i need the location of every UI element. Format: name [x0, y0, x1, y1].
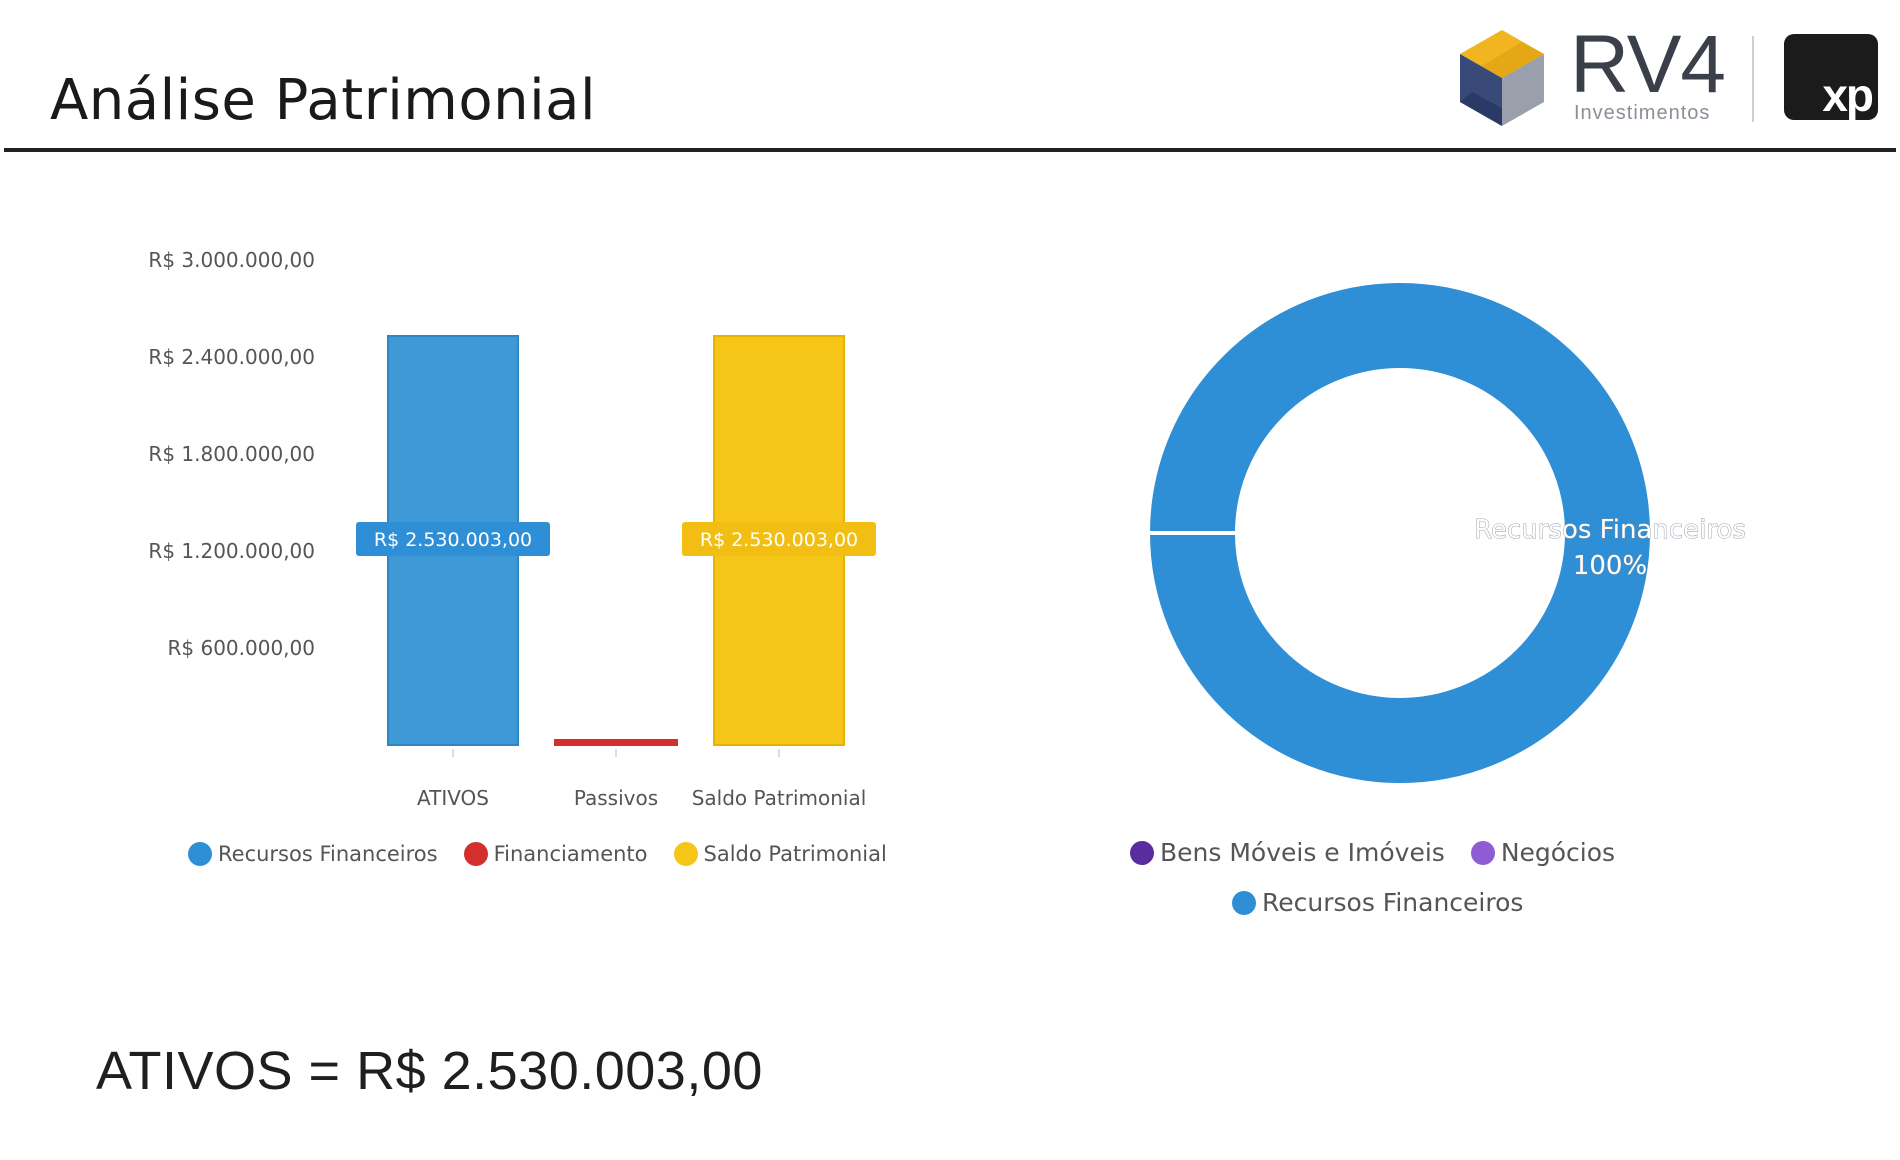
legend-label: Negócios	[1500, 838, 1616, 867]
legend-item[interactable]: Recursos Financeiros	[1232, 888, 1523, 917]
legend-dot-icon	[1130, 840, 1154, 865]
data-label: R$ 2.530.003,00	[700, 529, 858, 551]
assets-summary: ATIVOS = R$ 2.530.003,00	[96, 1041, 763, 1101]
logo-divider	[1752, 36, 1754, 122]
y-tick-label: R$ 3.000.000,00	[148, 248, 315, 272]
data-label-box	[682, 522, 876, 556]
donut-data-percent: 100%	[1573, 551, 1647, 581]
legend-dot-icon	[1232, 890, 1256, 915]
rv4-logo: RV4 Investimentos	[1452, 22, 1762, 132]
legend-item[interactable]: Recursos Financeiros	[188, 842, 438, 866]
data-label: R$ 2.530.003,00	[374, 529, 532, 551]
x-tick-label: ATIVOS	[417, 786, 489, 810]
legend-item[interactable]: Negócios	[1470, 838, 1616, 867]
legend-label: Recursos Financeiros	[1262, 888, 1524, 917]
bar-chart-legend: Recursos Financeiros Financiamento Saldo P…	[188, 842, 913, 866]
xp-logo: xp	[1784, 34, 1878, 121]
legend-item[interactable]: Financiamento	[463, 842, 648, 866]
bar-chart: R$ 3.000.000,00 R$ 2.400.000,00 R$ 1.800.0…	[148, 248, 876, 810]
legend-item[interactable]: Bens Móveis e Imóveis	[1130, 838, 1445, 867]
legend-dot-icon	[1470, 840, 1495, 865]
data-label-box	[356, 522, 550, 556]
y-tick-label: R$ 2.400.000,00	[148, 345, 315, 369]
donut-chart-legend-row-1: Bens Móveis e Imóveis Negócios	[1130, 838, 1641, 867]
donut-chart: Recursos Financeiros 100%	[1150, 283, 1746, 783]
legend-item[interactable]: Saldo Patrimonial	[673, 842, 887, 866]
header-divider	[4, 148, 1896, 152]
legend-label: Financiamento	[493, 842, 648, 866]
y-tick-label: R$ 1.200.000,00	[148, 539, 315, 563]
legend-dot-icon	[673, 842, 698, 866]
donut-data-label: Recursos Financeiros	[1474, 515, 1746, 545]
bar-passivos	[554, 739, 678, 746]
legend-dot-icon	[188, 842, 212, 866]
donut-chart-legend-row-2: Recursos Financeiros	[1232, 888, 1549, 917]
x-tick-label: Saldo Patrimonial	[692, 786, 867, 810]
x-tick-label: Passivos	[574, 786, 658, 810]
y-tick-label: R$ 1.800.000,00	[148, 442, 315, 466]
rv4-logo-text: RV4	[1570, 19, 1726, 110]
page-title: Análise Patrimonial	[50, 68, 597, 133]
rv4-cube-icon	[1460, 30, 1544, 126]
y-tick-label: R$ 600.000,00	[168, 636, 316, 660]
xp-logo-text: xp	[1822, 69, 1874, 121]
legend-label: Bens Móveis e Imóveis	[1160, 838, 1445, 867]
rv4-logo-subtitle: Investimentos	[1574, 102, 1711, 124]
legend-label: Saldo Patrimonial	[703, 842, 887, 866]
legend-label: Recursos Financeiros	[218, 842, 438, 866]
legend-dot-icon	[463, 842, 488, 866]
